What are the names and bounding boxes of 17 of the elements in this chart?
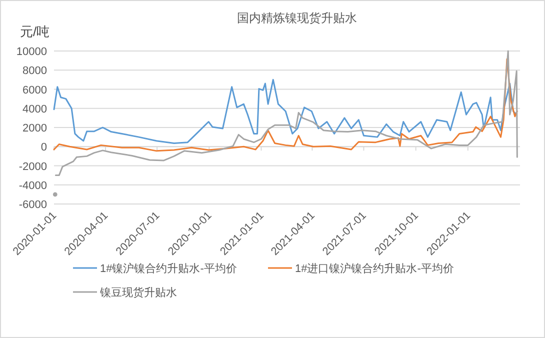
- y-axis-title: 元/吨: [20, 24, 50, 39]
- line-series: [53, 58, 518, 152]
- y-tick-label: 4000: [22, 103, 47, 116]
- chart-title: 国内精炼镍现货升贴水: [237, 11, 357, 25]
- line-series: [53, 78, 518, 144]
- y-tick-label: -2000: [18, 160, 47, 173]
- y-tick-label: 10000: [16, 46, 47, 58]
- legend-label: 1#镍沪镍合约升贴水-平均价: [100, 262, 237, 275]
- y-tick-label: 2000: [22, 122, 47, 134]
- y-tick-label: -4000: [18, 180, 47, 192]
- y-tick-label: 8000: [22, 65, 47, 78]
- legend-label: 1#进口镍沪镍合约升贴水-平均价: [295, 262, 454, 275]
- y-tick-label: -6000: [18, 199, 47, 211]
- line-series: [54, 50, 518, 176]
- y-tick-label: 0: [40, 142, 47, 154]
- legend-label: 镍豆现货升贴水: [99, 286, 177, 299]
- y-tick-label: 6000: [22, 84, 47, 96]
